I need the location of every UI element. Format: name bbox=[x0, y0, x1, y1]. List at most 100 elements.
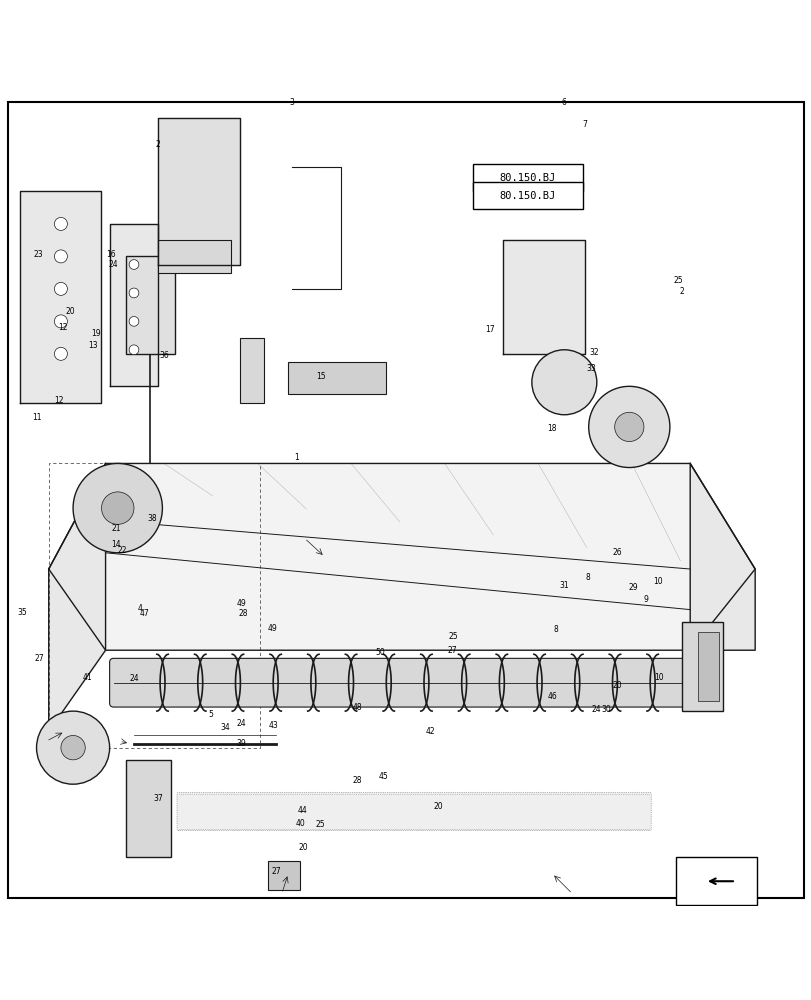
FancyBboxPatch shape bbox=[681, 622, 722, 711]
Text: 37: 37 bbox=[153, 794, 163, 803]
Text: 3: 3 bbox=[290, 98, 294, 107]
FancyBboxPatch shape bbox=[239, 338, 264, 403]
Text: 47: 47 bbox=[139, 609, 149, 618]
Circle shape bbox=[129, 345, 139, 355]
Text: 26: 26 bbox=[611, 548, 621, 557]
FancyBboxPatch shape bbox=[126, 256, 174, 354]
Circle shape bbox=[36, 711, 109, 784]
Text: 32: 32 bbox=[589, 348, 599, 357]
Circle shape bbox=[54, 250, 67, 263]
Text: 50: 50 bbox=[375, 648, 384, 657]
Text: 38: 38 bbox=[148, 514, 157, 523]
Text: 18: 18 bbox=[547, 424, 556, 433]
Circle shape bbox=[54, 282, 67, 295]
Text: 20: 20 bbox=[433, 802, 443, 811]
Text: 24: 24 bbox=[590, 705, 600, 714]
Circle shape bbox=[614, 412, 643, 442]
Text: 28: 28 bbox=[352, 776, 362, 785]
Text: 25: 25 bbox=[672, 276, 682, 285]
Text: 23: 23 bbox=[33, 250, 43, 259]
Text: 2: 2 bbox=[156, 140, 161, 149]
Circle shape bbox=[61, 735, 85, 760]
Polygon shape bbox=[689, 463, 754, 650]
Circle shape bbox=[73, 463, 162, 553]
Text: 1: 1 bbox=[294, 453, 298, 462]
Text: 41: 41 bbox=[83, 673, 92, 682]
Circle shape bbox=[54, 347, 67, 360]
Text: 4: 4 bbox=[138, 604, 143, 613]
Polygon shape bbox=[109, 224, 158, 386]
Polygon shape bbox=[20, 191, 101, 403]
Polygon shape bbox=[503, 240, 584, 354]
Text: 11: 11 bbox=[32, 413, 41, 422]
Text: 8: 8 bbox=[585, 573, 590, 582]
Text: 17: 17 bbox=[484, 325, 494, 334]
Text: 6: 6 bbox=[561, 98, 566, 107]
Text: 20: 20 bbox=[611, 681, 621, 690]
Text: 2: 2 bbox=[679, 287, 684, 296]
Text: 29: 29 bbox=[628, 583, 637, 592]
Circle shape bbox=[129, 288, 139, 298]
Text: 22: 22 bbox=[117, 546, 127, 555]
FancyBboxPatch shape bbox=[109, 658, 685, 707]
Text: 46: 46 bbox=[547, 692, 556, 701]
Text: 24: 24 bbox=[236, 719, 246, 728]
Text: 27: 27 bbox=[447, 646, 457, 655]
Polygon shape bbox=[49, 463, 754, 650]
Text: 27: 27 bbox=[271, 867, 281, 876]
Text: 7: 7 bbox=[581, 120, 586, 129]
Circle shape bbox=[129, 316, 139, 326]
Circle shape bbox=[531, 350, 596, 415]
Text: 49: 49 bbox=[267, 624, 277, 633]
Text: 20: 20 bbox=[298, 843, 307, 852]
Text: 24: 24 bbox=[109, 260, 118, 269]
Text: 40: 40 bbox=[295, 819, 305, 828]
Text: 25: 25 bbox=[315, 820, 325, 829]
FancyBboxPatch shape bbox=[126, 760, 170, 857]
Text: 10: 10 bbox=[654, 673, 663, 682]
FancyBboxPatch shape bbox=[158, 240, 231, 273]
Text: 39: 39 bbox=[236, 739, 246, 748]
Circle shape bbox=[129, 260, 139, 269]
Polygon shape bbox=[158, 118, 239, 265]
Text: 12: 12 bbox=[58, 323, 67, 332]
Text: 33: 33 bbox=[586, 364, 595, 373]
Text: 25: 25 bbox=[448, 632, 457, 641]
Text: 16: 16 bbox=[106, 250, 116, 259]
Text: 45: 45 bbox=[378, 772, 388, 781]
Text: 31: 31 bbox=[559, 581, 569, 590]
FancyBboxPatch shape bbox=[472, 164, 582, 191]
Text: 15: 15 bbox=[315, 372, 325, 381]
Text: 80.150.BJ: 80.150.BJ bbox=[499, 191, 556, 201]
Circle shape bbox=[588, 386, 669, 468]
Text: 9: 9 bbox=[642, 595, 647, 604]
Text: 42: 42 bbox=[425, 727, 435, 736]
Text: 28: 28 bbox=[238, 609, 248, 618]
Text: 20: 20 bbox=[66, 307, 75, 316]
Text: 14: 14 bbox=[111, 540, 121, 549]
Text: 10: 10 bbox=[652, 577, 662, 586]
Text: 36: 36 bbox=[159, 351, 169, 360]
Text: 5: 5 bbox=[208, 710, 213, 719]
Text: 48: 48 bbox=[352, 703, 362, 712]
Text: 21: 21 bbox=[111, 524, 121, 533]
Text: 19: 19 bbox=[91, 329, 101, 338]
Text: 24: 24 bbox=[129, 674, 139, 683]
Text: 43: 43 bbox=[268, 721, 278, 730]
Text: 27: 27 bbox=[34, 654, 44, 663]
Text: 44: 44 bbox=[297, 806, 307, 815]
Text: 49: 49 bbox=[237, 599, 247, 608]
Text: 30: 30 bbox=[601, 705, 611, 714]
Circle shape bbox=[101, 492, 134, 524]
FancyBboxPatch shape bbox=[697, 632, 718, 701]
Polygon shape bbox=[49, 463, 105, 731]
FancyBboxPatch shape bbox=[177, 792, 650, 830]
Circle shape bbox=[54, 217, 67, 230]
FancyBboxPatch shape bbox=[676, 857, 756, 905]
Circle shape bbox=[54, 315, 67, 328]
Text: 8: 8 bbox=[553, 625, 558, 634]
Text: 13: 13 bbox=[88, 341, 98, 350]
Text: 35: 35 bbox=[17, 608, 27, 617]
Text: 80.150.BJ: 80.150.BJ bbox=[499, 173, 556, 183]
Text: 34: 34 bbox=[221, 723, 230, 732]
